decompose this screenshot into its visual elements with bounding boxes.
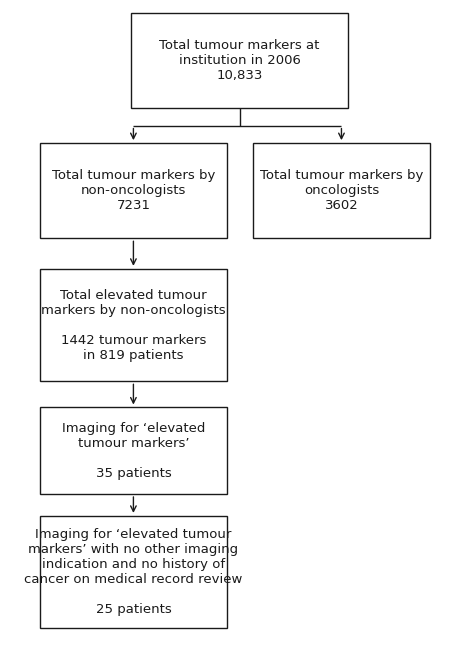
Bar bbox=[40, 269, 227, 381]
Bar bbox=[40, 516, 227, 628]
Text: Imaging for ‘elevated
tumour markers’

35 patients: Imaging for ‘elevated tumour markers’ 35… bbox=[62, 422, 205, 480]
Bar bbox=[40, 408, 227, 494]
Text: Total tumour markers by
non-oncologists
7231: Total tumour markers by non-oncologists … bbox=[52, 169, 215, 212]
Bar bbox=[131, 13, 348, 108]
Text: Total elevated tumour
markers by non-oncologists

1442 tumour markers
in 819 pat: Total elevated tumour markers by non-onc… bbox=[41, 288, 226, 361]
Bar bbox=[40, 143, 227, 238]
Text: Total tumour markers by
oncologists
3602: Total tumour markers by oncologists 3602 bbox=[260, 169, 423, 212]
Bar bbox=[253, 143, 430, 238]
Text: Total tumour markers at
institution in 2006
10,833: Total tumour markers at institution in 2… bbox=[159, 39, 320, 82]
Text: Imaging for ‘elevated tumour
markers’ with no other imaging
indication and no hi: Imaging for ‘elevated tumour markers’ wi… bbox=[24, 528, 243, 616]
